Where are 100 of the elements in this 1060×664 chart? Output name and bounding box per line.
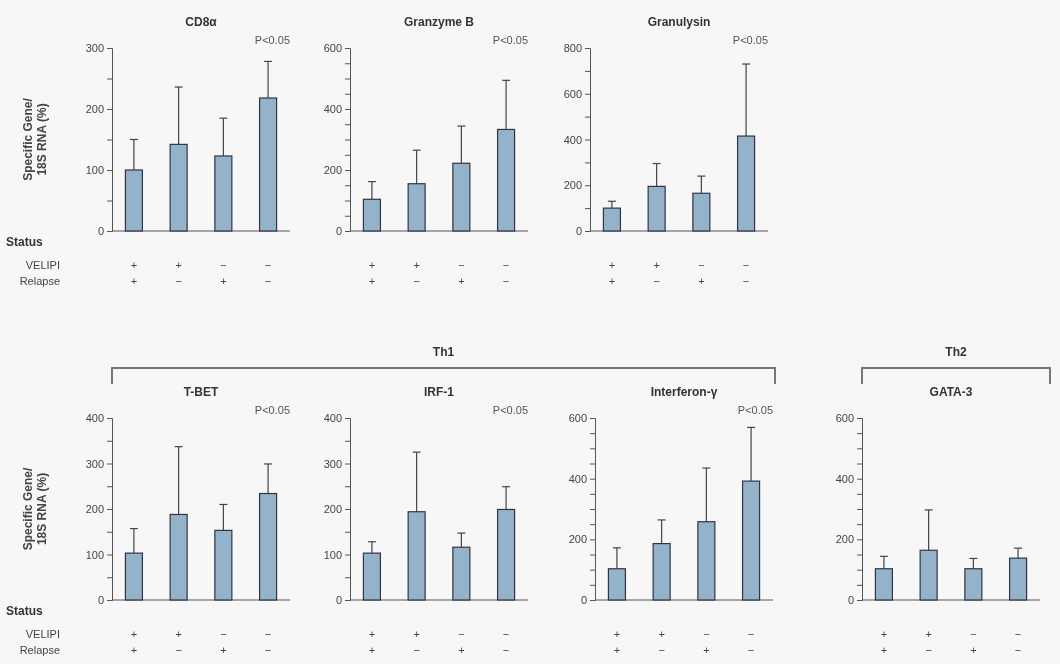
x-tick-label: + + — [368, 259, 376, 287]
chart-title: CD8α — [185, 15, 218, 29]
bar — [697, 521, 716, 601]
x-tick-label: − − — [264, 259, 272, 287]
x-tick-label: − − — [1014, 628, 1022, 656]
x-tick-label: − − — [742, 259, 750, 287]
bar — [452, 546, 471, 601]
y-tick-label: 0 — [97, 225, 104, 238]
bar — [692, 192, 711, 232]
bar — [214, 155, 233, 232]
y-tick-label: 0 — [575, 225, 582, 238]
y-tick-label: 400 — [563, 133, 582, 146]
bar — [407, 511, 426, 601]
y-tick-label: 300 — [85, 457, 104, 470]
bar — [169, 513, 188, 601]
bar — [258, 492, 278, 601]
y-tick-label: 400 — [835, 472, 854, 485]
x-tick-label: − − — [502, 259, 510, 287]
chart-title: IRF-1 — [424, 385, 455, 399]
text: P<0.05 — [737, 404, 773, 416]
x-tick-label: + − — [658, 628, 665, 656]
x-tick-label: + − — [413, 259, 420, 287]
bar — [407, 183, 426, 232]
x-tick-label: + − — [653, 259, 660, 287]
bar — [602, 207, 622, 232]
y-axis-title: Specific Gene/ 18S RNA (%) — [21, 466, 49, 551]
bar — [741, 480, 761, 601]
y-tick-label: 600 — [323, 42, 342, 55]
x-axis-title: Status VELIPI Relapse — [6, 235, 60, 287]
text: P<0.05 — [492, 404, 528, 416]
y-tick-label: 100 — [85, 164, 104, 177]
bar — [647, 185, 666, 232]
y-tick-label: 200 — [323, 503, 342, 516]
bar — [736, 135, 756, 232]
x-tick-label: + − — [925, 628, 932, 656]
bar — [496, 508, 516, 601]
bar — [496, 128, 516, 232]
x-axis-title: Status VELIPI Relapse — [6, 604, 60, 656]
x-tick-label: − + — [458, 628, 465, 656]
y-tick-label: 0 — [847, 594, 854, 607]
y-tick-label: 100 — [323, 548, 342, 561]
text: P<0.05 — [492, 34, 528, 46]
y-tick-label: 600 — [568, 412, 587, 425]
x-tick-label: + + — [880, 628, 888, 656]
y-tick-label: 200 — [568, 533, 587, 546]
bar — [652, 542, 671, 601]
x-tick-label: − + — [970, 628, 977, 656]
y-tick-label: 600 — [563, 87, 582, 100]
bar — [362, 198, 382, 232]
y-tick-label: 600 — [835, 412, 854, 425]
x-tick-label: + − — [413, 628, 420, 656]
text: P<0.05 — [254, 404, 290, 416]
text: P<0.05 — [732, 34, 768, 46]
y-tick-label: 200 — [85, 103, 104, 116]
y-tick-label: 400 — [85, 412, 104, 425]
x-tick-label: + + — [608, 259, 616, 287]
bar — [169, 143, 188, 232]
bar — [452, 162, 471, 232]
x-tick-label: − + — [458, 259, 465, 287]
y-tick-label: 400 — [568, 472, 587, 485]
bar — [214, 529, 233, 601]
y-tick-label: 200 — [323, 164, 342, 177]
x-tick-label: − − — [502, 628, 510, 656]
y-tick-label: 400 — [323, 412, 342, 425]
y-tick-label: 0 — [335, 594, 342, 607]
x-tick-label: − + — [698, 259, 705, 287]
y-tick-label: 0 — [580, 594, 587, 607]
bar — [124, 169, 144, 232]
bar — [124, 552, 144, 601]
x-tick-label: + + — [368, 628, 376, 656]
y-tick-label: 200 — [563, 179, 582, 192]
chart-title: Granzyme B — [403, 15, 475, 29]
chart-title: Granulysin — [647, 15, 711, 29]
chart-title: Interferon-γ — [650, 385, 718, 399]
y-tick-label: 300 — [85, 42, 104, 55]
chart-subtitle: Th1 — [432, 345, 455, 359]
bar — [258, 97, 278, 232]
bar — [607, 568, 627, 601]
y-tick-label: 400 — [323, 103, 342, 116]
x-tick-label: + + — [613, 628, 621, 656]
x-tick-label: − − — [747, 628, 755, 656]
y-axis-title: Specific Gene/ 18S RNA (%) — [21, 97, 49, 181]
y-tick-label: 100 — [85, 548, 104, 561]
y-tick-label: 0 — [97, 594, 104, 607]
x-tick-label: − − — [264, 628, 272, 656]
chart-title: T-BET — [183, 385, 219, 399]
y-tick-label: 200 — [85, 503, 104, 516]
y-tick-label: 200 — [835, 533, 854, 546]
text: P<0.05 — [254, 34, 290, 46]
bar — [362, 552, 382, 601]
chart-subtitle: Th2 — [945, 345, 967, 359]
y-tick-label: 300 — [323, 457, 342, 470]
chart-title: GATA-3 — [929, 385, 973, 399]
x-tick-label: − + — [220, 259, 227, 287]
x-tick-label: + − — [175, 259, 182, 287]
x-tick-label: − + — [703, 628, 710, 656]
x-tick-label: + − — [175, 628, 182, 656]
y-tick-label: 0 — [335, 225, 342, 238]
x-tick-label: + + — [130, 259, 138, 287]
x-tick-label: − + — [220, 628, 227, 656]
